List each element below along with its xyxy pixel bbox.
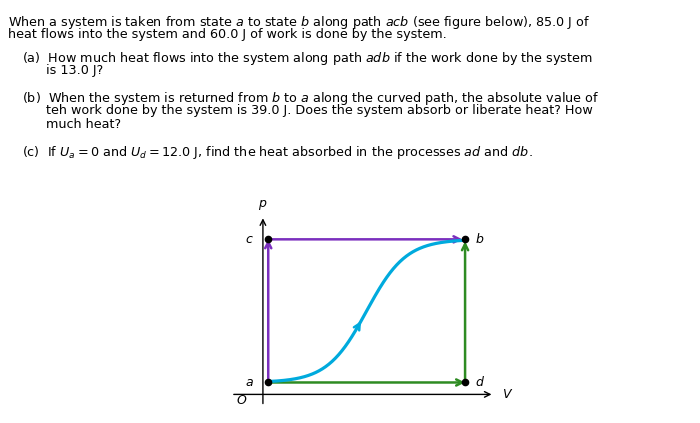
Text: $O$: $O$: [236, 394, 247, 407]
Text: When a system is taken from state $a$ to state $b$ along path $acb$ (see figure : When a system is taken from state $a$ to…: [8, 14, 590, 31]
Text: $V$: $V$: [503, 388, 514, 401]
Text: $p$: $p$: [258, 198, 267, 212]
Text: $c$: $c$: [245, 233, 254, 246]
Text: (c)  If $U_a = 0$ and $U_d = 12.0$ J, find the heat absorbed in the processes $a: (c) If $U_a = 0$ and $U_d = 12.0$ J, fin…: [22, 144, 533, 161]
Text: is 13.0 J?: is 13.0 J?: [22, 64, 104, 77]
Text: $a$: $a$: [245, 376, 254, 389]
Text: teh work done by the system is 39.0 J. Does the system absorb or liberate heat? : teh work done by the system is 39.0 J. D…: [22, 104, 593, 117]
Text: $b$: $b$: [475, 232, 484, 246]
Text: $d$: $d$: [475, 376, 485, 390]
Text: (b)  When the system is returned from $b$ to $a$ along the curved path, the abso: (b) When the system is returned from $b$…: [22, 90, 599, 107]
Text: (a)  How much heat flows into the system along path $adb$ if the work done by th: (a) How much heat flows into the system …: [22, 50, 593, 67]
Text: much heat?: much heat?: [22, 118, 121, 131]
Text: heat flows into the system and 60.0 J of work is done by the system.: heat flows into the system and 60.0 J of…: [8, 28, 447, 41]
